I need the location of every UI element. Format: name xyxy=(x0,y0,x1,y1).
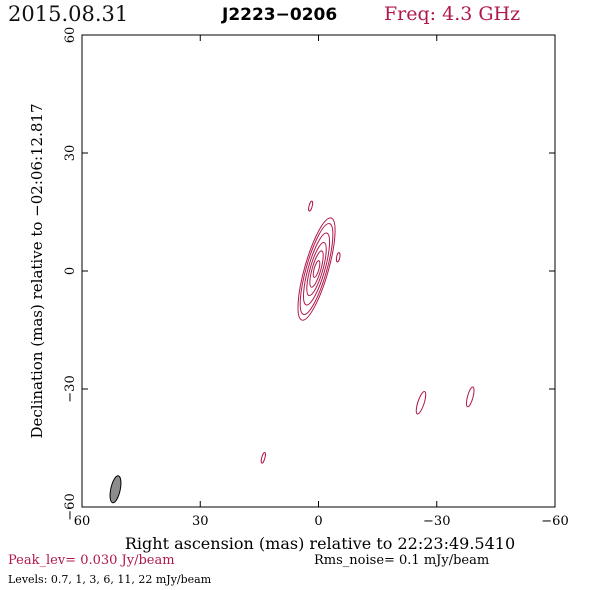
contour-levels: Levels: 0.7, 1, 3, 6, 11, 22 mJy/beam xyxy=(8,573,212,586)
frequency-label: Freq: 4.3 GHz xyxy=(384,3,521,25)
contour-level xyxy=(312,260,321,278)
rms-noise: Rms_noise= 0.1 mJy/beam xyxy=(314,553,490,568)
contour-island xyxy=(335,252,341,263)
y-tick-label: 60 xyxy=(63,27,78,44)
y-tick-label: −30 xyxy=(63,375,78,402)
island-contours xyxy=(260,200,475,464)
core-contours xyxy=(297,217,336,321)
y-axis-label: Declination (mas) relative to −02:06:12.… xyxy=(28,103,46,438)
observation-date: 2015.08.31 xyxy=(8,2,129,26)
x-tick-label: 0 xyxy=(314,514,322,529)
x-tick-label: −30 xyxy=(423,514,450,529)
y-tick-label: 30 xyxy=(63,145,78,162)
axis-ticks xyxy=(81,34,556,508)
contour-level xyxy=(306,242,327,297)
contour-level xyxy=(309,250,324,288)
contour-level xyxy=(299,223,334,315)
contour-level xyxy=(297,217,336,321)
x-axis-label: Right ascension (mas) relative to 22:23:… xyxy=(125,534,515,553)
contour-island xyxy=(308,200,314,212)
y-tick-label: 0 xyxy=(63,267,78,275)
contour-island xyxy=(260,451,266,464)
x-tick-label: 60 xyxy=(74,514,91,529)
source-name: J2223−0206 xyxy=(222,5,338,25)
x-tick-label: −60 xyxy=(541,514,568,529)
x-tick-label: 30 xyxy=(192,514,209,529)
contour-island xyxy=(465,386,475,408)
contour-level xyxy=(303,232,331,306)
beam-shape xyxy=(109,475,122,504)
contour-island xyxy=(415,391,427,415)
y-tick-label: −60 xyxy=(63,493,78,520)
peak-level: Peak_lev= 0.030 Jy/beam xyxy=(8,553,175,568)
beam-ellipse xyxy=(109,475,122,504)
